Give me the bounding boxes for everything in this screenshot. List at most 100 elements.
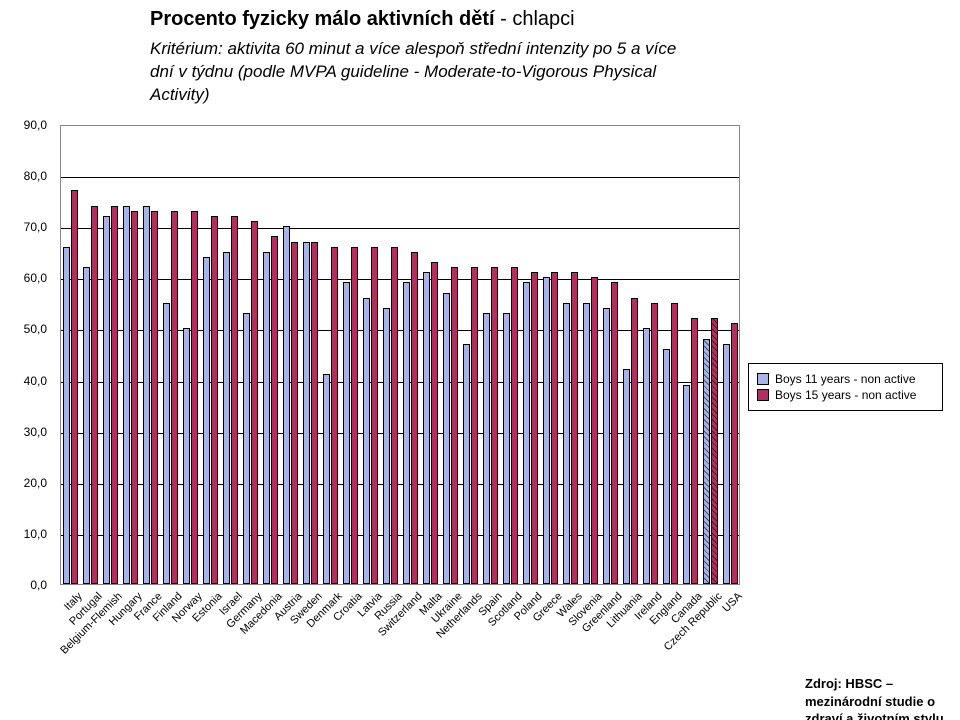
bar xyxy=(143,206,150,584)
bar xyxy=(683,385,690,584)
y-tick-label: 40,0 xyxy=(24,374,47,388)
bar-group: Switzerland xyxy=(403,126,421,584)
bar xyxy=(91,206,98,584)
bar xyxy=(203,257,210,584)
legend-label-boys11: Boys 11 years - non active xyxy=(775,372,916,386)
bar xyxy=(511,267,518,584)
bar-group: England xyxy=(663,126,681,584)
y-tick-label: 20,0 xyxy=(24,476,47,490)
bar-group: Estonia xyxy=(203,126,221,584)
page: Procento fyzicky málo aktivních dětí - c… xyxy=(0,0,960,720)
bar xyxy=(583,303,590,584)
bar xyxy=(151,211,158,584)
legend-swatch-boys15 xyxy=(757,389,769,401)
bar xyxy=(83,267,90,584)
bar xyxy=(723,344,730,584)
y-tick-label: 70,0 xyxy=(24,220,47,234)
bar xyxy=(571,272,578,584)
bar-group: France xyxy=(143,126,161,584)
bar xyxy=(443,293,450,584)
bar-group: Lithuania xyxy=(623,126,641,584)
bar xyxy=(431,262,438,584)
bar xyxy=(531,272,538,584)
bar xyxy=(183,328,190,584)
y-tick-label: 80,0 xyxy=(24,169,47,183)
bar xyxy=(463,344,470,584)
bar-group: Russia xyxy=(383,126,401,584)
bar-group: Macedonia xyxy=(263,126,281,584)
bar-group: Canada xyxy=(683,126,701,584)
legend: Boys 11 years - non active Boys 15 years… xyxy=(748,363,943,411)
bar xyxy=(523,282,530,584)
bar-group: Wales xyxy=(563,126,581,584)
bar xyxy=(623,369,630,584)
bar-group: Austria xyxy=(283,126,301,584)
bar-group: Israel xyxy=(223,126,241,584)
bar xyxy=(643,328,650,584)
bar xyxy=(371,247,378,584)
bar xyxy=(543,277,550,584)
y-tick-label: 10,0 xyxy=(24,527,47,541)
bar xyxy=(331,247,338,584)
source-note: Zdroj: HBSC – mezinárodní studie o zdrav… xyxy=(805,675,960,720)
bar xyxy=(591,277,598,584)
bar-group: Spain xyxy=(483,126,501,584)
y-tick-label: 60,0 xyxy=(24,271,47,285)
bar xyxy=(351,247,358,584)
bar-group: Finland xyxy=(163,126,181,584)
chart: 0,010,020,030,040,050,060,070,080,090,0 … xyxy=(10,125,950,705)
bar xyxy=(691,318,698,584)
bar-group: Germany xyxy=(243,126,261,584)
bar-group: Hungary xyxy=(123,126,141,584)
bar-group: Greece xyxy=(543,126,561,584)
bar xyxy=(383,308,390,584)
bar xyxy=(311,242,318,584)
bar xyxy=(423,272,430,584)
bar-group: Greenland xyxy=(603,126,621,584)
bar xyxy=(603,308,610,584)
bar xyxy=(271,236,278,584)
bar xyxy=(191,211,198,584)
bar xyxy=(503,313,510,584)
bar xyxy=(111,206,118,584)
bar xyxy=(651,303,658,584)
bars-layer: ItalyPortugalBelgium-FlemishHungaryFranc… xyxy=(61,126,739,584)
bar xyxy=(103,216,110,584)
bar-group: Czech Republic xyxy=(703,126,721,584)
bar xyxy=(391,247,398,584)
bar-group: Belgium-Flemish xyxy=(103,126,121,584)
title-main: Procento fyzicky málo aktivních dětí xyxy=(150,8,495,30)
bar xyxy=(251,221,258,584)
bar xyxy=(343,282,350,584)
bar xyxy=(671,303,678,584)
bar xyxy=(411,252,418,584)
bar xyxy=(123,206,130,584)
bar-group: Slovenia xyxy=(583,126,601,584)
bar-group: Ireland xyxy=(643,126,661,584)
bar xyxy=(491,267,498,584)
bar-group: Scotland xyxy=(503,126,521,584)
bar-group: Croatia xyxy=(343,126,361,584)
bar xyxy=(611,282,618,584)
bar xyxy=(483,313,490,584)
bar xyxy=(711,318,718,584)
bar xyxy=(703,339,710,584)
bar xyxy=(163,303,170,584)
bar xyxy=(731,323,738,584)
bar xyxy=(551,272,558,584)
bar xyxy=(563,303,570,584)
bar-group: Netherlands xyxy=(463,126,481,584)
bar xyxy=(263,252,270,584)
y-axis: 0,010,020,030,040,050,060,070,080,090,0 xyxy=(10,125,55,585)
bar xyxy=(363,298,370,584)
bar-group: Italy xyxy=(63,126,81,584)
bar xyxy=(223,252,230,584)
bar xyxy=(71,190,78,584)
title-suffix: - chlapci xyxy=(495,8,575,30)
plot-area: ItalyPortugalBelgium-FlemishHungaryFranc… xyxy=(60,125,740,585)
legend-swatch-boys11 xyxy=(757,373,769,385)
bar-group: Ukraine xyxy=(443,126,461,584)
legend-label-boys15: Boys 15 years - non active xyxy=(775,388,916,402)
bar-group: Norway xyxy=(183,126,201,584)
bar xyxy=(471,267,478,584)
